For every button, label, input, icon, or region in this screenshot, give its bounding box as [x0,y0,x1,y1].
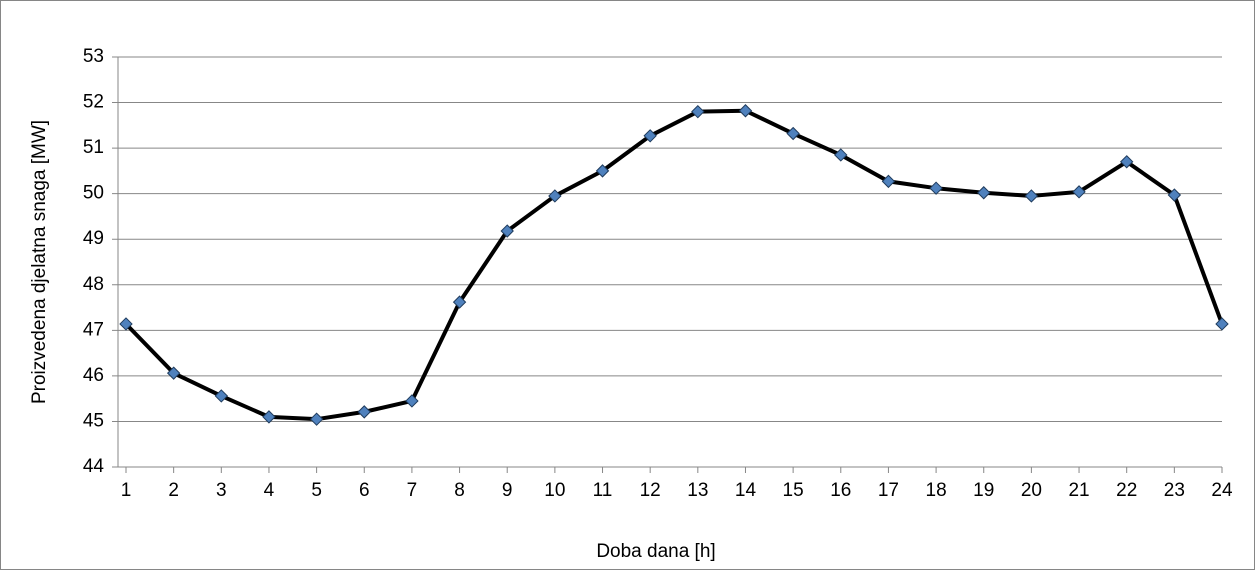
marker [834,148,848,162]
marker [1072,185,1086,199]
x-tick-label: 7 [407,480,418,501]
x-tick-label: 22 [1116,480,1137,501]
marker [166,366,181,380]
y-tick-label: 48 [83,274,104,295]
y-tick-label: 47 [83,319,104,340]
marker [1024,189,1039,203]
x-tick-label: 11 [593,480,613,501]
marker [262,410,276,424]
marker [405,394,419,408]
marker [929,181,943,195]
marker [691,104,705,119]
x-tick-label: 20 [1021,480,1042,501]
x-tick-label: 2 [168,480,179,501]
x-tick-label: 19 [973,480,994,501]
x-tick-label: 10 [544,480,565,501]
marker [309,412,324,426]
y-tick-label: 51 [83,137,104,158]
y-tick-label: 52 [83,92,104,113]
x-axis-label: Doba dana [h] [596,541,715,562]
x-tick-label: 21 [1068,480,1089,501]
marker [548,189,562,203]
marker [881,174,896,189]
marker [738,104,753,118]
marker [119,317,133,331]
x-tick-label: 3 [216,480,227,501]
x-tick-label: 15 [783,480,804,501]
x-tick-label: 9 [502,480,513,501]
marker [1215,317,1229,331]
marker [1119,155,1134,169]
marker [452,295,467,309]
marker [500,224,514,238]
x-tick-label: 8 [454,480,465,501]
x-tick-label: 1 [121,480,132,501]
x-tick-label: 24 [1211,480,1233,501]
y-tick-label: 46 [83,365,104,386]
marker [214,389,229,403]
y-tick-label: 53 [83,46,104,67]
marker [977,186,991,200]
x-tick-label: 13 [687,480,708,501]
x-tick-label: 6 [359,480,370,501]
y-axis-label: Proizvedena djelatna snaga [MW] [29,120,50,404]
marker [595,164,610,178]
y-tick-label: 49 [83,228,104,249]
x-tick-label: 4 [264,480,275,501]
x-tick-label: 17 [878,480,899,501]
y-tick-label: 45 [83,410,104,431]
x-tick-label: 16 [830,480,851,501]
x-tick-label: 18 [926,480,947,501]
marker [643,129,657,143]
x-tick-label: 14 [735,480,757,501]
x-tick-label: 23 [1164,480,1185,501]
x-tick-label: 12 [640,480,661,501]
y-tick-label: 44 [83,456,105,477]
marker [786,126,800,141]
marker [357,405,371,419]
series-line [124,108,1224,422]
y-tick-label: 50 [83,183,104,204]
marker [1167,188,1182,202]
x-tick-label: 5 [311,480,322,501]
